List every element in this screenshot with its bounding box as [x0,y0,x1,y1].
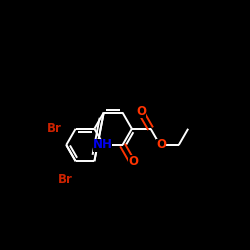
Text: O: O [156,138,166,151]
Text: Br: Br [58,174,72,186]
Text: O: O [128,155,138,168]
Text: O: O [136,105,146,118]
Text: NH: NH [92,138,112,151]
Text: Br: Br [46,122,62,135]
